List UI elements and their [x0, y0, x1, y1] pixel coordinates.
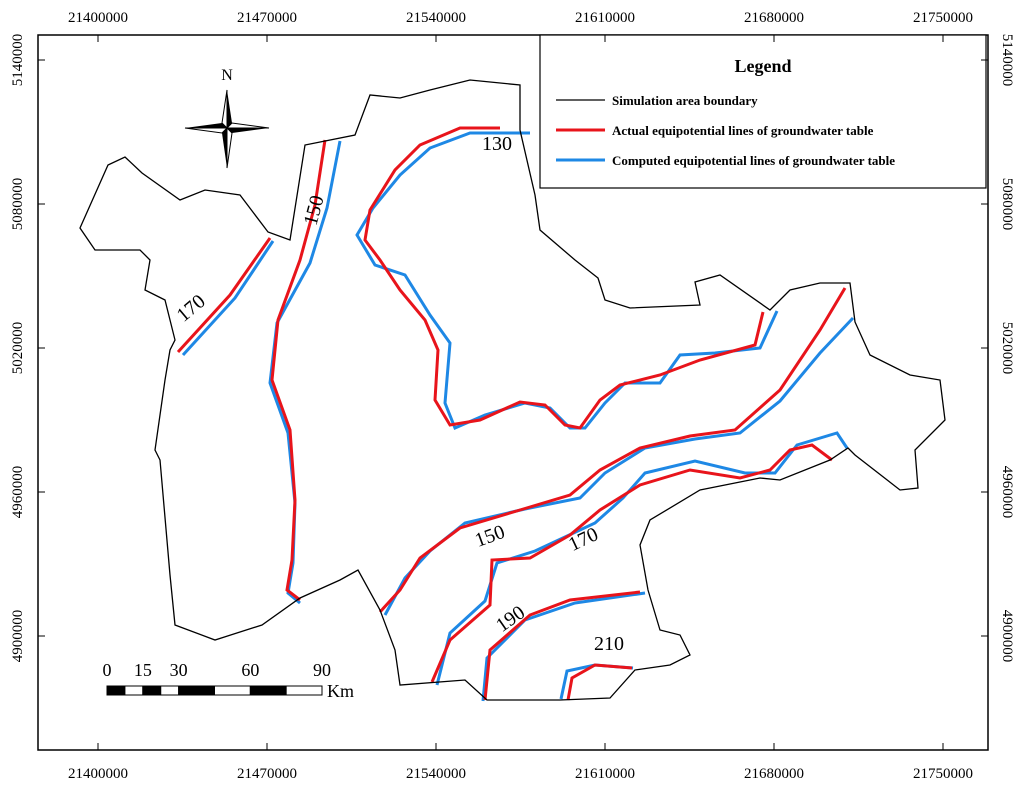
- legend-entry: Computed equipotential lines of groundwa…: [612, 153, 895, 168]
- x-tick-label: 21610000: [575, 766, 635, 782]
- scale-segment: [142, 685, 162, 696]
- x-tick-label: 21400000: [68, 10, 128, 26]
- y-tick-label: 5140000: [10, 34, 26, 87]
- scale-segment: [124, 685, 144, 696]
- y-tick-label: 4960000: [10, 466, 26, 519]
- legend: Legend Simulation area boundary Actual e…: [539, 34, 987, 189]
- north-label: N: [221, 67, 233, 84]
- legend-title: Legend: [734, 56, 791, 76]
- scale-segment: [106, 685, 126, 696]
- x-tick-label: 21540000: [406, 766, 466, 782]
- actual-line: [430, 443, 833, 683]
- x-tick-label: 21680000: [744, 766, 804, 782]
- y-tick-label: 5080000: [999, 178, 1015, 231]
- scale-segment: [214, 685, 251, 696]
- y-tick-label: 4900000: [999, 610, 1015, 663]
- scale-label: 30: [170, 660, 188, 680]
- scale-unit: Km: [327, 681, 354, 701]
- scale-segment: [285, 685, 323, 696]
- x-tick-label: 21750000: [913, 766, 973, 782]
- y-tick-label: 5020000: [10, 322, 26, 375]
- actual-line: [176, 237, 272, 354]
- legend-entry: Actual equipotential lines of groundwate…: [612, 123, 874, 138]
- simulation-boundary: [79, 79, 946, 701]
- x-tick-label: 21470000: [237, 10, 297, 26]
- x-tick-label: 21750000: [913, 10, 973, 26]
- scale-label: 0: [103, 660, 112, 680]
- y-tick-label: 5080000: [10, 178, 26, 231]
- x-tick-label: 21540000: [406, 10, 466, 26]
- y-tick-label: 5140000: [999, 34, 1015, 87]
- actual-lines: [176, 126, 847, 701]
- x-tick-label: 21610000: [575, 10, 635, 26]
- scale-segment: [178, 685, 216, 696]
- contour-label: 210: [594, 633, 624, 655]
- actual-line: [270, 139, 327, 602]
- scale-segment: [249, 685, 287, 696]
- actual-line: [363, 126, 765, 430]
- scale-label: 90: [313, 660, 331, 680]
- x-tick-label: 21680000: [744, 10, 804, 26]
- scale-segment: [160, 685, 180, 696]
- computed-line: [181, 240, 275, 357]
- y-tick-label: 4960000: [999, 466, 1015, 519]
- legend-entry: Simulation area boundary: [612, 93, 758, 108]
- north-arrow: N: [184, 67, 270, 169]
- actual-line: [378, 287, 847, 614]
- x-tick-label: 21470000: [237, 766, 297, 782]
- y-tick-label: 4900000: [10, 610, 26, 663]
- x-tick-label: 21400000: [68, 766, 128, 782]
- scale-label: 60: [241, 660, 259, 680]
- scale-label: 15: [134, 660, 152, 680]
- contour-label: 130: [482, 133, 512, 155]
- legend-box: [539, 34, 987, 189]
- actual-line: [566, 663, 633, 701]
- actual-line: [483, 590, 641, 701]
- y-tick-label: 5020000: [999, 322, 1015, 375]
